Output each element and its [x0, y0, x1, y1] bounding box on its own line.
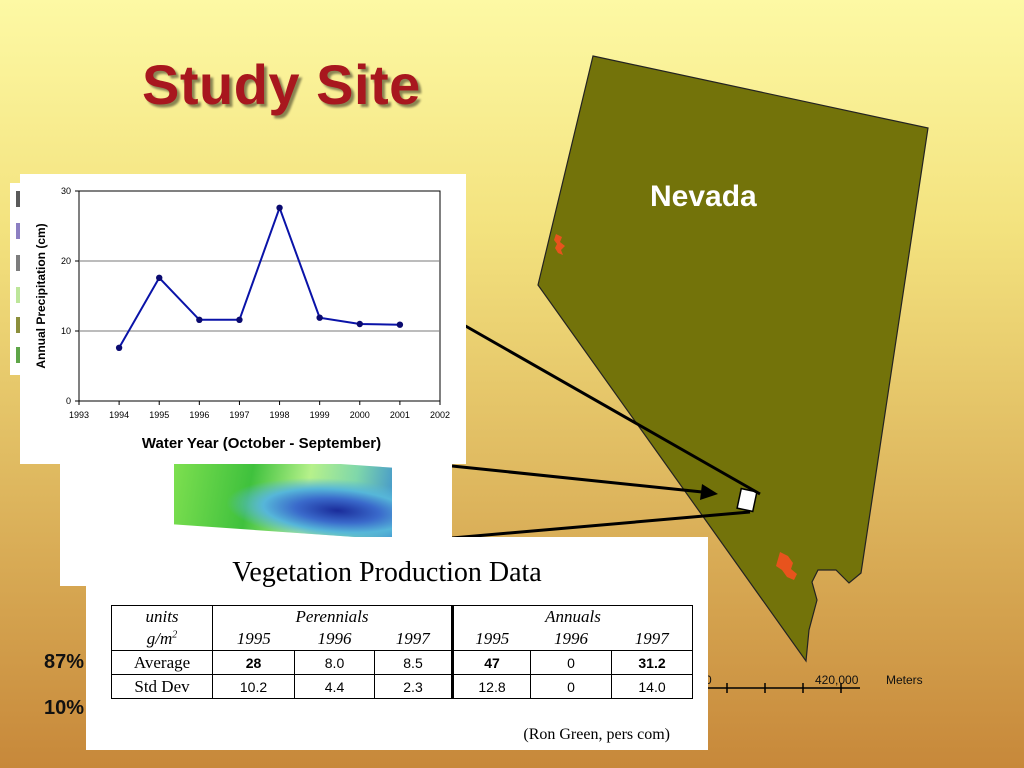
- year-header: 1996: [530, 628, 612, 651]
- percent-text-1: 87%: [44, 651, 85, 673]
- x-tick-label: 1995: [149, 410, 169, 420]
- data-point: [196, 316, 203, 323]
- x-tick-label: 2001: [390, 410, 410, 420]
- table-cell: 2.3: [374, 674, 453, 699]
- callout-line-table: [451, 510, 751, 540]
- callout-arrow-raster: [451, 464, 713, 495]
- x-tick-label: 1993: [69, 410, 89, 420]
- y-tick-label: 20: [61, 256, 71, 266]
- legend-swatch-6: [16, 347, 23, 363]
- legend-swatch-4: [16, 287, 23, 303]
- table-cell: 10.2: [212, 674, 295, 699]
- units-value-text: g/m: [146, 629, 173, 648]
- data-point: [316, 314, 323, 321]
- legend-swatch-5: [16, 317, 23, 333]
- table-cell: 8.0: [294, 650, 375, 675]
- table-cell: 14.0: [611, 674, 693, 699]
- legend-swatch-3: [16, 255, 23, 271]
- x-tick-label: 2002: [430, 410, 450, 420]
- year-header: 1995: [212, 628, 295, 651]
- row-label: Std Dev: [111, 674, 213, 699]
- highlight-area-south: [776, 552, 797, 580]
- units-value: g/m2: [111, 628, 213, 651]
- table-title: Vegetation Production Data: [232, 557, 542, 588]
- table-cell: 31.2: [611, 650, 693, 675]
- table-cell: 28: [212, 650, 295, 675]
- vegetation-raster-image: [174, 452, 392, 540]
- study-site-marker: [736, 487, 758, 513]
- table-cell: 0: [530, 650, 612, 675]
- nevada-state-shape: [537, 55, 929, 663]
- precipitation-chart: 0 10 20 30 1993 1994 1995 1996 1997 1998 1999 2000 2…: [20, 174, 466, 464]
- year-header: 1997: [611, 628, 693, 651]
- units-superscript: 2: [172, 629, 178, 641]
- scale-label-max: 420,000: [815, 673, 859, 687]
- data-point: [115, 344, 123, 351]
- percent-text-2: 10%: [44, 697, 85, 719]
- x-tick-label: 1994: [109, 410, 129, 420]
- legend-swatch-1: [16, 191, 23, 207]
- map-state-label: Nevada: [650, 180, 757, 213]
- plot-frame: [78, 190, 441, 402]
- units-header: units: [111, 605, 213, 628]
- data-point: [276, 204, 283, 211]
- table-cell: 47: [451, 650, 531, 675]
- data-point: [156, 274, 163, 281]
- x-tick-label: 1997: [229, 410, 249, 420]
- table-source-note: (Ron Green, pers com): [523, 726, 670, 743]
- year-header: 1996: [294, 628, 375, 651]
- callout-line-chart: [454, 318, 761, 496]
- annuals-header: Annuals: [451, 605, 693, 628]
- x-tick-label: 1999: [310, 410, 330, 420]
- table-cell: 0: [530, 674, 612, 699]
- x-tick-label: 1998: [270, 410, 290, 420]
- chart-svg: 0 10 20 30 1993 1994 1995 1996 1997 1998 1999 2000 2…: [34, 186, 450, 452]
- table-cell: 12.8: [451, 674, 531, 699]
- row-label: Average: [111, 650, 213, 675]
- x-tick-label: 1996: [189, 410, 209, 420]
- table-row: Average 28 8.0 8.5 47 0 31.2: [111, 650, 693, 675]
- vegetation-table-panel: Vegetation Production Data units Perenni…: [86, 537, 708, 750]
- highlight-area-north: [554, 234, 565, 255]
- perennials-header: Perennials: [212, 605, 453, 628]
- table-cell: 8.5: [374, 650, 453, 675]
- table-row: Std Dev 10.2 4.4 2.3 12.8 0 14.0: [111, 674, 693, 699]
- y-tick-label: 30: [61, 186, 71, 196]
- slide-title: Study Site: [142, 53, 421, 116]
- y-tick-label: 0: [66, 396, 71, 406]
- data-point: [356, 320, 363, 328]
- scale-label-unit: Meters: [886, 673, 923, 687]
- data-point: [236, 316, 243, 323]
- arrowhead: [700, 484, 718, 500]
- legend-swatch-2: [16, 223, 23, 239]
- scale-label-zero: 0: [705, 673, 712, 687]
- scale-bar: [708, 683, 860, 693]
- vegetation-table: units Perennials Annuals g/m2 1995 1996 …: [111, 605, 693, 699]
- y-tick-label: 10: [61, 326, 71, 336]
- y-axis-title: Annual Precipitation (cm): [34, 223, 48, 368]
- x-axis-title: Water Year (October - September): [142, 435, 381, 452]
- year-header: 1995: [451, 628, 531, 651]
- data-point: [396, 321, 404, 328]
- series-line: [118, 204, 400, 349]
- year-header: 1997: [374, 628, 453, 651]
- x-tick-label: 2000: [350, 410, 370, 420]
- table-cell: 4.4: [294, 674, 375, 699]
